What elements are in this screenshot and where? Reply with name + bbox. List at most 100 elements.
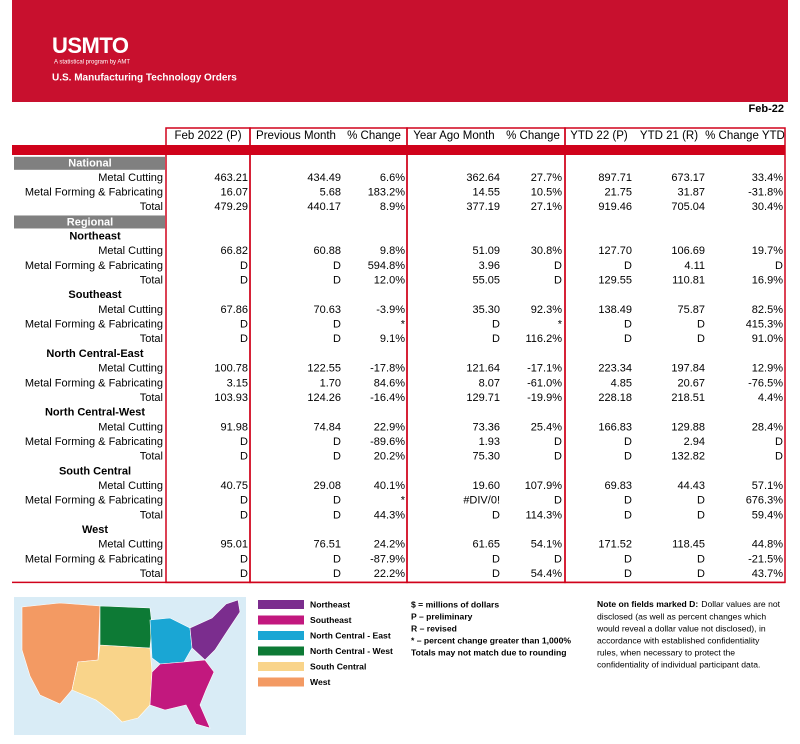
row-label: Metal Cutting — [98, 421, 163, 433]
cell: -3.9% — [376, 304, 405, 316]
cell: 4.11 — [684, 260, 705, 272]
legend-swatch — [258, 615, 304, 625]
row-label: Metal Forming & Fabricating — [25, 319, 163, 331]
cell: D — [624, 451, 632, 463]
cell: 3.96 — [479, 260, 500, 272]
note: Totals may not match due to rounding — [411, 647, 566, 657]
cell: D — [333, 568, 341, 580]
cell: 66.82 — [220, 245, 248, 257]
cell: 74.84 — [313, 421, 341, 433]
legend-swatch — [258, 600, 304, 609]
row-label: Metal Cutting — [98, 480, 163, 492]
cell: D — [624, 553, 632, 565]
cell: 75.30 — [472, 451, 500, 463]
cell: 1.93 — [479, 436, 500, 448]
cell: 197.84 — [671, 363, 705, 375]
column-header: YTD 21 (R) — [640, 130, 698, 142]
cell: 116.2% — [526, 333, 563, 345]
cell: 228.18 — [598, 392, 632, 404]
cell: D — [554, 553, 562, 565]
cell: D — [240, 568, 248, 580]
legend-swatch — [258, 646, 304, 656]
row-label: Metal Cutting — [98, 245, 163, 257]
cell: 82.5% — [752, 304, 783, 316]
note: $ = millions of dollars — [411, 599, 499, 609]
cell: -31.8% — [748, 187, 783, 199]
cell: D — [697, 319, 705, 331]
row-label: Metal Forming & Fabricating — [25, 495, 163, 507]
cell: D — [624, 333, 632, 345]
cell: D — [333, 319, 341, 331]
cell: -16.4% — [370, 392, 405, 404]
cell: 21.75 — [604, 187, 632, 199]
cell: D — [240, 495, 248, 507]
cell: 12.9% — [752, 363, 783, 375]
note: R – revised — [411, 623, 457, 633]
cell: 19.60 — [472, 480, 500, 492]
cell: 44.3% — [374, 509, 405, 521]
cell: 118.45 — [672, 539, 705, 551]
cell: D — [240, 333, 248, 345]
cell: 121.64 — [466, 363, 500, 375]
cell: 20.67 — [677, 377, 705, 389]
map-north-central-west — [99, 605, 153, 649]
cell: 705.04 — [671, 201, 705, 213]
cell: D — [333, 436, 341, 448]
region-name: North Central-East — [46, 348, 144, 360]
cell: 76.51 — [313, 539, 341, 551]
cell: D — [697, 495, 705, 507]
cell: 12.0% — [374, 275, 405, 287]
disclosure-line: rules, when necessary to protect the — [597, 647, 735, 657]
cell: 59.4% — [752, 509, 783, 521]
cell: 122.55 — [307, 363, 341, 375]
cell: D — [240, 451, 248, 463]
cell: D — [333, 553, 341, 565]
cell: -61.0% — [527, 377, 562, 389]
cell: 95.01 — [220, 539, 248, 551]
row-label: Metal Cutting — [98, 539, 163, 551]
row-label: Total — [140, 392, 163, 404]
cell: D — [240, 319, 248, 331]
cell: 91.98 — [220, 421, 248, 433]
cell: 60.88 — [313, 245, 341, 257]
cell: #DIV/0! — [463, 495, 500, 507]
cell: * — [558, 319, 563, 331]
logo: USMTO — [52, 33, 129, 58]
report-date: Feb-22 — [749, 103, 784, 115]
cell: 43.7% — [752, 568, 783, 580]
cell: D — [492, 568, 500, 580]
cell: 10.5% — [531, 187, 562, 199]
cell: 57.1% — [752, 480, 783, 492]
cell: 16.07 — [220, 187, 248, 199]
cell: D — [624, 509, 632, 521]
cell: D — [333, 509, 341, 521]
row-label: Metal Forming & Fabricating — [25, 553, 163, 565]
cell: 22.9% — [374, 421, 405, 433]
row-label: Metal Forming & Fabricating — [25, 436, 163, 448]
cell: 594.8% — [368, 260, 406, 272]
cell: D — [697, 333, 705, 345]
cell: 4.85 — [611, 377, 632, 389]
row-label: Metal Forming & Fabricating — [25, 260, 163, 272]
cell: 92.3% — [531, 304, 562, 316]
cell: -87.9% — [370, 553, 405, 565]
cell: 107.9% — [525, 480, 563, 492]
cell: 54.1% — [531, 539, 562, 551]
region-name: West — [82, 524, 108, 536]
row-label: Metal Cutting — [98, 304, 163, 316]
cell: 100.78 — [214, 363, 248, 375]
cell: D — [624, 495, 632, 507]
row-label: Total — [140, 333, 163, 345]
cell: 27.1% — [531, 201, 562, 213]
header-bar — [12, 145, 785, 155]
legend-swatch — [258, 662, 304, 671]
legend-label: North Central - East — [310, 630, 391, 640]
cell: D — [697, 509, 705, 521]
disclosure-text: Dollar values are not — [701, 599, 780, 609]
row-label: Metal Forming & Fabricating — [25, 377, 163, 389]
cell: 103.93 — [214, 392, 248, 404]
cell: 16.9% — [752, 275, 783, 287]
disclosure-line: would reveal a dollar value not disclose… — [596, 623, 766, 633]
cell: D — [624, 568, 632, 580]
cell: 129.88 — [671, 421, 705, 433]
